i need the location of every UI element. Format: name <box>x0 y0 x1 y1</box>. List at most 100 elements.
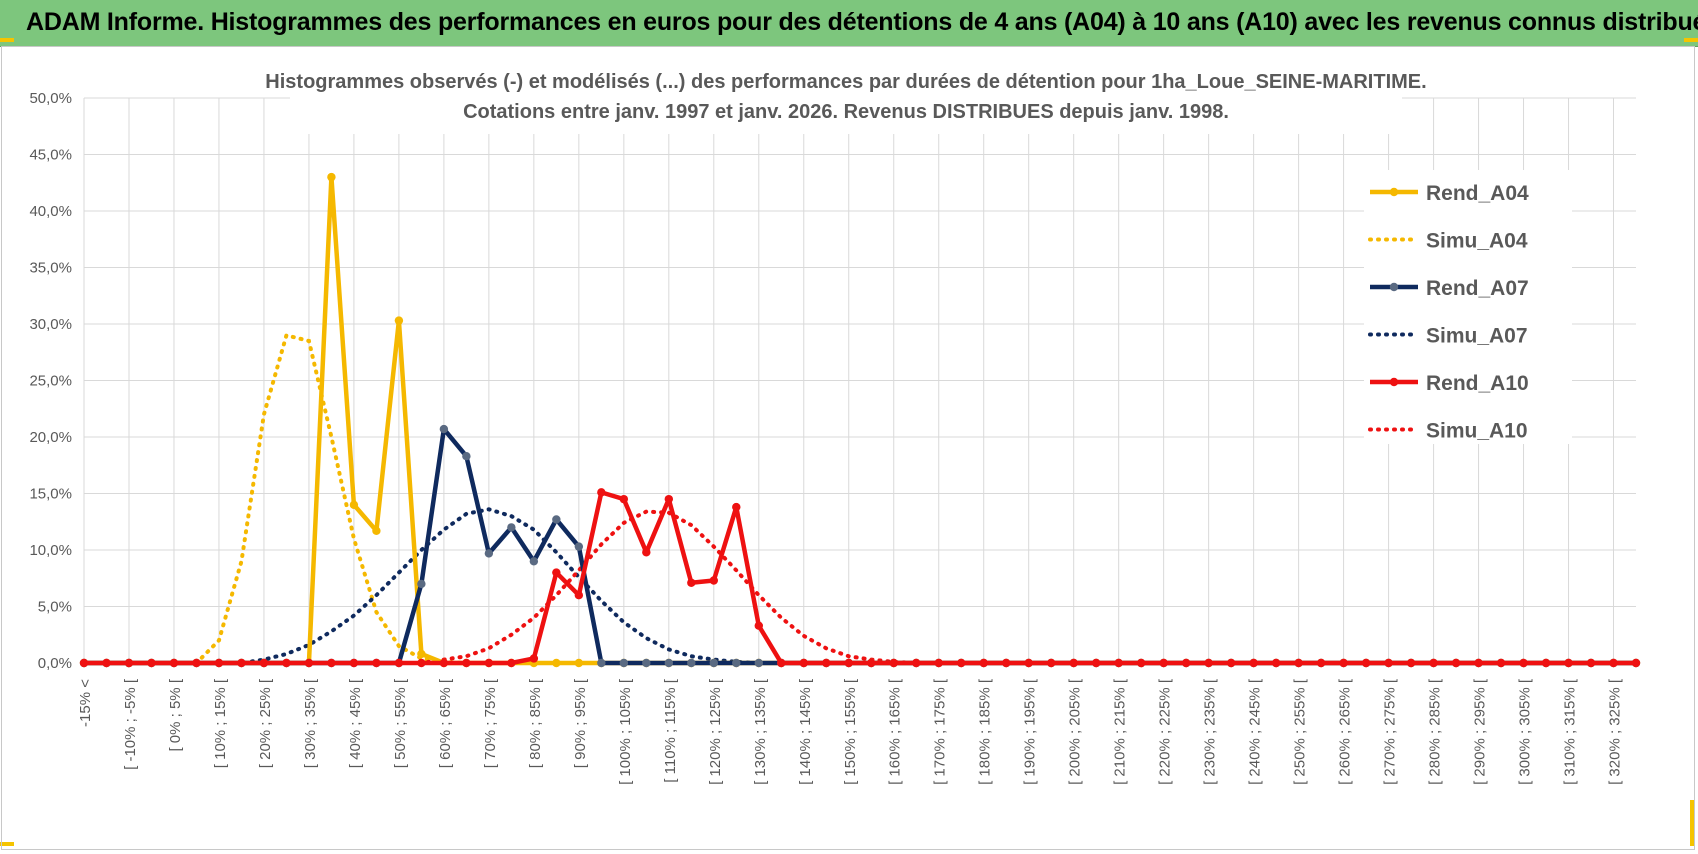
legend-label-Rend_A04: Rend_A04 <box>1426 182 1529 205</box>
data-point-Rend_A10 <box>1631 658 1641 668</box>
y-tick-label: 5,0% <box>38 599 72 616</box>
series-line-Rend_A10 <box>84 490 1636 666</box>
x-tick-label: [ 300% ; 305% [ <box>1517 678 1534 785</box>
legend-box <box>1364 170 1572 444</box>
chart-frame <box>1 46 1695 850</box>
data-point-Rend_A10 <box>507 658 516 668</box>
x-tick-label: [ 270% ; 275% [ <box>1382 678 1399 785</box>
x-tick-label: [ 150% ; 155% [ <box>842 678 859 785</box>
report-banner: ADAM Informe. Histogrammes des performan… <box>0 0 1698 47</box>
data-point-Rend_A10 <box>1339 658 1348 668</box>
x-tick-label: [ 70% ; 75% [ <box>482 678 499 768</box>
data-point-Rend_A10 <box>889 658 898 668</box>
data-point-Rend_A07 <box>574 542 584 551</box>
data-point-Rend_A10 <box>1519 658 1528 668</box>
data-point-Rend_A07 <box>709 658 718 668</box>
data-point-Rend_A07 <box>417 579 426 589</box>
data-point-Rend_A10 <box>124 658 134 668</box>
chart-title-background <box>290 64 1402 134</box>
data-point-Rend_A10 <box>394 658 404 668</box>
data-point-Rend_A10 <box>1181 658 1191 668</box>
data-point-Rend_A10 <box>462 658 471 668</box>
data-point-Rend_A10 <box>1069 658 1078 668</box>
data-point-Rend_A07 <box>732 658 741 668</box>
data-point-Rend_A10 <box>1024 658 1033 668</box>
data-point-Rend_A10 <box>709 576 718 585</box>
legend-label-Simu_A07: Simu_A07 <box>1426 325 1528 348</box>
x-tick-label: [ 130% ; 135% [ <box>752 678 769 785</box>
corner-accent-bottom-right <box>1690 800 1694 846</box>
y-tick-label: 35,0% <box>29 260 72 277</box>
x-tick-label: [ 110% ; 115% [ <box>662 678 679 783</box>
data-point-Rend_A10 <box>1136 658 1146 668</box>
data-point-Rend_A10 <box>282 658 291 668</box>
data-point-Rend_A10 <box>822 658 831 668</box>
legend-marker-Rend_A10 <box>1389 377 1399 387</box>
data-point-Rend_A10 <box>484 658 494 668</box>
data-point-Rend_A10 <box>1226 658 1236 668</box>
data-point-Rend_A10 <box>1384 658 1393 668</box>
x-tick-label: [ 30% ; 35% [ <box>302 678 319 768</box>
data-point-Rend_A10 <box>1249 658 1258 668</box>
data-point-Rend_A10 <box>799 658 808 668</box>
y-tick-label: 15,0% <box>29 486 72 503</box>
data-point-Rend_A10 <box>934 658 943 668</box>
data-point-Rend_A10 <box>1204 658 1213 668</box>
y-tick-label: 40,0% <box>29 203 72 220</box>
x-tick-label: [ 170% ; 175% [ <box>932 678 949 785</box>
x-tick-label: [ 280% ; 285% [ <box>1427 678 1444 785</box>
data-point-Rend_A10 <box>349 658 359 668</box>
data-point-Rend_A07 <box>664 658 674 668</box>
legend-label-Simu_A04: Simu_A04 <box>1426 230 1528 253</box>
data-point-Rend_A10 <box>1159 658 1168 668</box>
data-point-Rend_A10 <box>237 658 246 668</box>
data-point-Rend_A04 <box>394 316 404 325</box>
corner-accent-top-left <box>0 38 14 42</box>
data-point-Rend_A10 <box>372 658 381 668</box>
legend-marker-Rend_A07 <box>1389 282 1399 292</box>
data-point-Rend_A10 <box>1541 658 1551 668</box>
data-point-Rend_A10 <box>79 658 89 668</box>
x-tick-label: [ 140% ; 145% [ <box>797 678 814 785</box>
data-point-Rend_A10 <box>574 591 584 600</box>
x-tick-label: [ 120% ; 125% [ <box>707 678 724 785</box>
corner-accent-bottom-left <box>0 842 14 846</box>
x-tick-label: [ 210% ; 215% [ <box>1112 678 1129 785</box>
report-title: ADAM Informe. Histogrammes des performan… <box>26 8 1698 36</box>
data-point-Rend_A07 <box>552 515 561 524</box>
data-point-Rend_A07 <box>507 523 516 532</box>
data-point-Rend_A07 <box>597 658 606 668</box>
data-point-Rend_A10 <box>1271 658 1281 668</box>
y-tick-label: 30,0% <box>29 316 72 333</box>
y-tick-label: 50,0% <box>29 90 72 107</box>
data-point-Rend_A10 <box>529 654 539 663</box>
data-point-Rend_A04 <box>417 649 426 659</box>
x-tick-label: [ 290% ; 295% [ <box>1472 678 1489 785</box>
data-point-Rend_A10 <box>979 658 988 668</box>
data-point-Rend_A10 <box>192 658 201 668</box>
x-tick-label: [ 160% ; 165% [ <box>887 678 904 785</box>
data-point-Rend_A04 <box>327 172 336 182</box>
data-point-Rend_A04 <box>574 658 584 668</box>
data-point-Rend_A10 <box>552 568 561 577</box>
x-tick-label: [ 80% ; 85% [ <box>527 678 544 768</box>
x-tick-label: [ 320% ; 325% [ <box>1607 678 1624 785</box>
data-point-Rend_A10 <box>642 548 651 557</box>
data-point-Rend_A10 <box>777 658 786 668</box>
y-tick-label: 10,0% <box>29 542 72 559</box>
data-point-Rend_A10 <box>1609 658 1618 668</box>
data-point-Rend_A04 <box>349 500 359 509</box>
x-tick-label: [ 260% ; 265% [ <box>1337 678 1354 785</box>
data-point-Rend_A10 <box>1429 658 1438 668</box>
data-point-Rend_A10 <box>1564 658 1573 668</box>
data-point-Rend_A10 <box>664 494 674 504</box>
data-point-Rend_A07 <box>642 658 651 668</box>
x-tick-label: [ 230% ; 235% [ <box>1202 678 1219 785</box>
data-point-Rend_A10 <box>867 658 876 668</box>
x-tick-label: [ 0% ; 5% [ <box>167 678 184 751</box>
data-point-Rend_A10 <box>304 658 314 668</box>
data-point-Rend_A07 <box>529 557 539 566</box>
x-tick-label: [ 190% ; 195% [ <box>1022 678 1039 785</box>
data-point-Rend_A07 <box>484 549 494 558</box>
